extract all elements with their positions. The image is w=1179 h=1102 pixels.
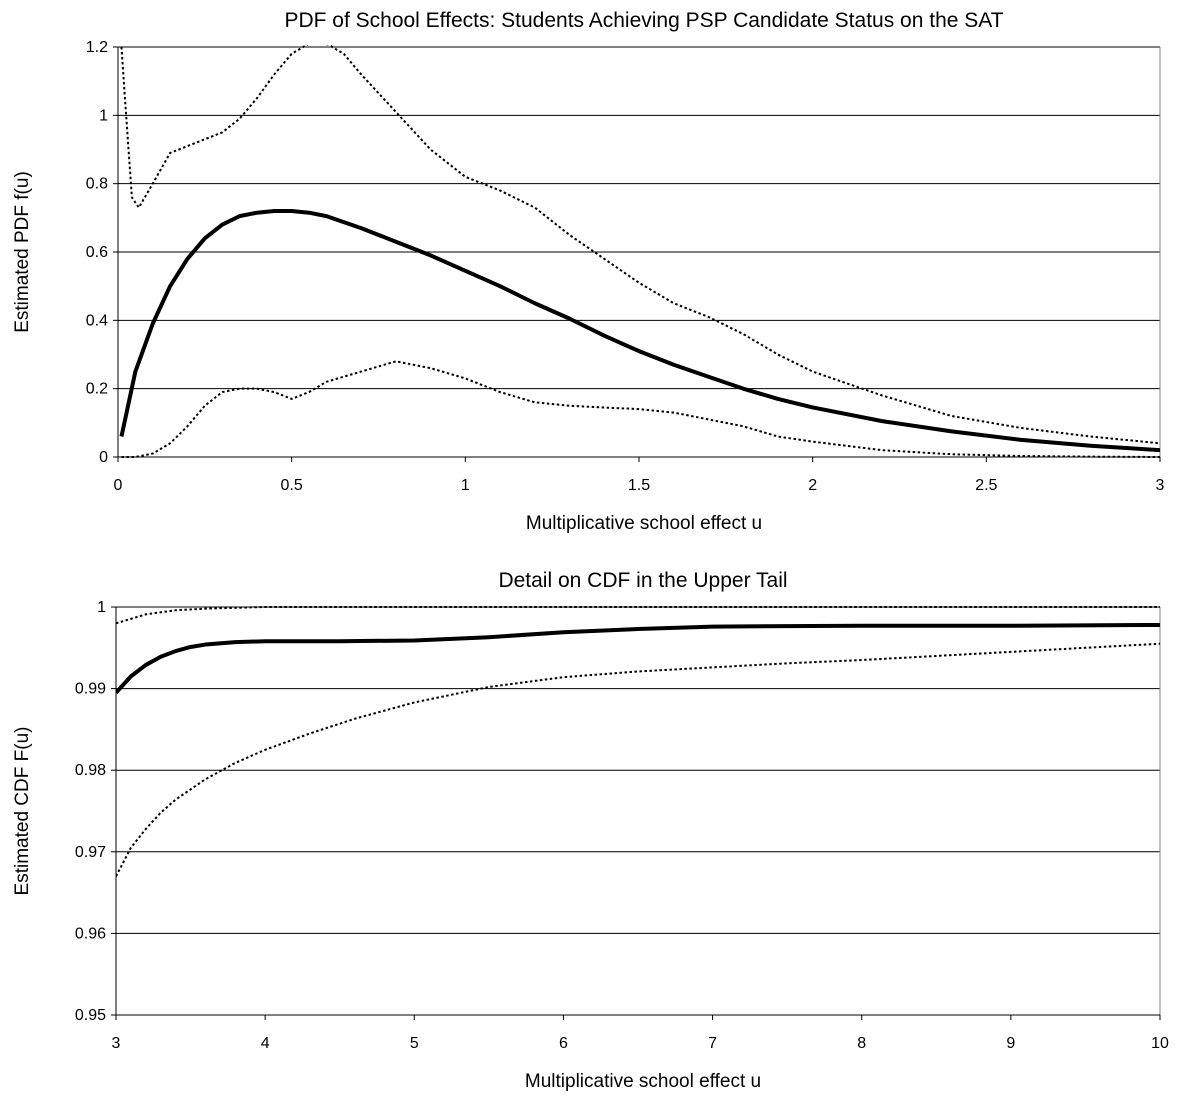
x-tick-label: 9	[1006, 1035, 1015, 1052]
y-tick-label: 0.2	[86, 381, 108, 398]
series-estimate-line	[116, 622, 1160, 695]
y-tick-label: 0.99	[75, 681, 106, 698]
x-tick-label: 10	[1151, 1035, 1169, 1052]
x-tick-label: 3	[112, 1035, 121, 1052]
y-tick-label: 1.2	[86, 39, 108, 56]
chart-1: PDF of School Effects: Students Achievin…	[12, 9, 1165, 534]
chart-title: PDF of School Effects: Students Achievin…	[284, 9, 1003, 32]
x-tick-label: 0	[114, 477, 123, 494]
x-tick-label: 7	[708, 1035, 717, 1052]
x-tick-label: 2	[808, 477, 817, 494]
y-axis-label: Estimated CDF F(u)	[12, 727, 33, 896]
x-axis-label: Multiplicative school effect u	[525, 1071, 761, 1092]
y-tick-label: 0.6	[86, 244, 108, 261]
x-tick-label: 5	[410, 1035, 419, 1052]
x-tick-label: 1	[461, 477, 470, 494]
series-upper-bound-line	[116, 606, 1160, 625]
chart-title: Detail on CDF in the Upper Tail	[498, 569, 787, 592]
x-tick-label: 1.5	[628, 477, 650, 494]
y-tick-label: 0.4	[86, 312, 108, 329]
y-tick-label: 0.95	[75, 1007, 106, 1024]
y-axis-label: Estimated PDF f(u)	[12, 171, 33, 333]
y-tick-label: 0.96	[75, 925, 106, 942]
y-tick-label: 0.8	[86, 176, 108, 193]
x-tick-label: 2.5	[975, 477, 997, 494]
x-axis-label: Multiplicative school effect u	[526, 513, 762, 534]
y-tick-label: 1	[99, 107, 108, 124]
x-tick-label: 3	[1156, 477, 1165, 494]
y-tick-label: 0.97	[75, 844, 106, 861]
x-tick-label: 8	[857, 1035, 866, 1052]
series-lower-bound-line	[116, 642, 1160, 877]
series-lower-bound-line	[121, 360, 1160, 458]
x-tick-label: 6	[559, 1035, 568, 1052]
y-tick-label: 1	[97, 599, 106, 616]
y-tick-label: 0	[99, 449, 108, 466]
x-tick-label: 0.5	[281, 477, 303, 494]
chart-2: Detail on CDF in the Upper Tail 0.95 0.96 0…	[12, 569, 1169, 1092]
y-tick-label: 0.98	[75, 762, 106, 779]
x-tick-label: 4	[261, 1035, 270, 1052]
series-estimate-line	[119, 209, 1160, 453]
series-upper-bound-line	[120, 45, 1160, 445]
